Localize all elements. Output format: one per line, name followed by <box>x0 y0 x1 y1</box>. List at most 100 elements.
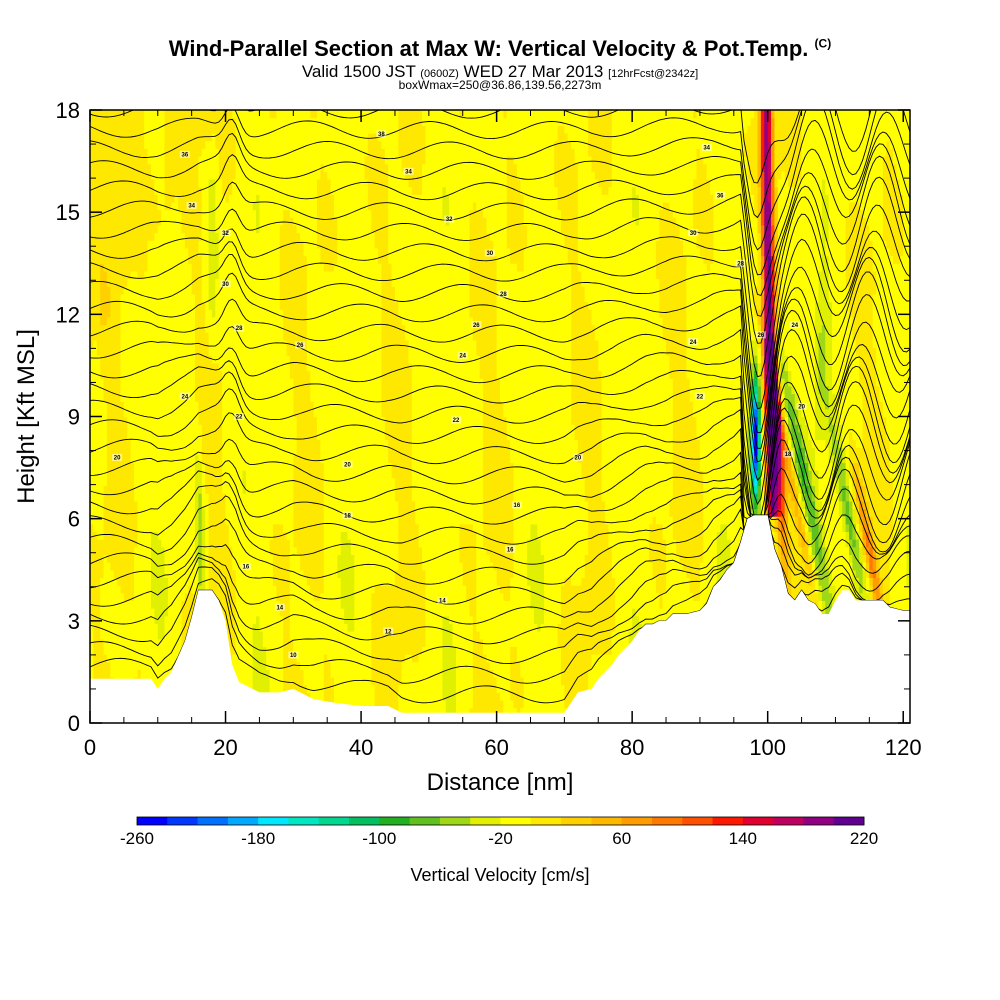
velocity-cell <box>188 362 193 372</box>
velocity-cell <box>181 293 186 303</box>
velocity-cell <box>167 393 172 402</box>
velocity-cell <box>225 201 230 211</box>
velocity-cell <box>235 661 240 670</box>
velocity-cell <box>144 240 149 249</box>
velocity-cell <box>90 125 94 134</box>
velocity-cell <box>154 408 159 418</box>
velocity-cell <box>147 393 152 402</box>
velocity-cell <box>144 163 149 172</box>
velocity-cell <box>225 447 230 456</box>
velocity-cell <box>150 462 155 471</box>
velocity-cell <box>232 370 237 379</box>
velocity-cell <box>239 577 244 586</box>
velocity-cell <box>235 408 240 418</box>
velocity-cell <box>137 155 142 165</box>
velocity-cell <box>157 539 162 548</box>
velocity-cell <box>144 439 149 448</box>
velocity-cell <box>134 217 139 226</box>
velocity-cell <box>164 247 169 257</box>
velocity-cell <box>127 316 132 326</box>
velocity-cell <box>191 125 196 134</box>
velocity-cell <box>232 378 237 387</box>
velocity-cell <box>222 339 227 349</box>
velocity-cell <box>228 531 233 540</box>
velocity-cell <box>106 608 111 617</box>
velocity-cell <box>90 470 94 479</box>
velocity-cell <box>181 224 186 234</box>
velocity-cell <box>144 148 149 157</box>
velocity-cell <box>117 600 122 609</box>
velocity-cell <box>178 316 183 326</box>
velocity-cell <box>150 608 155 617</box>
velocity-cell <box>225 324 230 333</box>
velocity-cell <box>218 485 223 494</box>
velocity-cell <box>113 370 118 379</box>
velocity-cell <box>140 385 145 395</box>
velocity-cell <box>215 431 220 441</box>
velocity-cell <box>167 654 172 663</box>
velocity-cell <box>178 347 183 356</box>
velocity-cell <box>215 462 220 471</box>
velocity-cell <box>239 125 244 134</box>
velocity-cell <box>100 493 105 502</box>
velocity-cell <box>181 631 186 640</box>
velocity-cell <box>150 623 155 632</box>
velocity-cell <box>90 493 94 502</box>
velocity-cell <box>205 439 210 448</box>
velocity-cell <box>225 194 230 203</box>
velocity-cell <box>110 577 115 586</box>
velocity-cell <box>235 577 240 586</box>
velocity-cell <box>157 209 162 218</box>
velocity-cell <box>164 485 169 494</box>
velocity-cell <box>239 592 244 601</box>
velocity-cell <box>164 592 169 601</box>
velocity-cell <box>117 332 122 341</box>
velocity-cell <box>113 615 118 624</box>
velocity-cell <box>140 477 145 487</box>
velocity-cell <box>127 485 132 494</box>
velocity-cell <box>218 132 223 142</box>
velocity-cell <box>195 125 200 134</box>
velocity-cell <box>228 263 233 272</box>
velocity-cell <box>208 316 213 326</box>
velocity-cell <box>113 485 118 494</box>
velocity-cell <box>181 186 186 195</box>
velocity-cell <box>195 316 200 326</box>
velocity-cell <box>161 370 166 379</box>
velocity-cell <box>174 424 179 433</box>
velocity-cell <box>191 385 196 395</box>
velocity-cell <box>157 454 162 464</box>
velocity-cell <box>96 592 101 601</box>
velocity-cell <box>167 608 172 617</box>
velocity-cell <box>215 255 220 264</box>
velocity-cell <box>198 148 203 157</box>
velocity-cell <box>103 339 108 349</box>
velocity-cell <box>167 301 172 310</box>
velocity-cell <box>127 255 132 264</box>
velocity-cell <box>93 401 98 410</box>
velocity-cell <box>171 132 176 142</box>
velocity-cell <box>150 523 155 533</box>
velocity-cell <box>154 355 159 364</box>
velocity-cell <box>184 247 189 257</box>
velocity-cell <box>235 362 240 372</box>
velocity-cell <box>191 470 196 479</box>
velocity-cell <box>242 631 247 640</box>
velocity-cell <box>225 293 230 303</box>
velocity-cell <box>184 332 189 341</box>
velocity-cell <box>225 462 230 471</box>
velocity-cell <box>218 470 223 479</box>
velocity-cell <box>157 470 162 479</box>
velocity-cell <box>181 171 186 180</box>
velocity-cell <box>137 378 142 387</box>
velocity-cell <box>106 424 111 433</box>
velocity-cell <box>127 554 132 563</box>
velocity-cell <box>201 140 206 149</box>
velocity-cell <box>242 263 247 272</box>
velocity-cell <box>245 324 250 333</box>
velocity-cell <box>130 531 135 540</box>
velocity-cell <box>205 240 210 249</box>
velocity-cell <box>110 470 115 479</box>
velocity-cell <box>96 447 101 456</box>
velocity-cell <box>113 516 118 525</box>
